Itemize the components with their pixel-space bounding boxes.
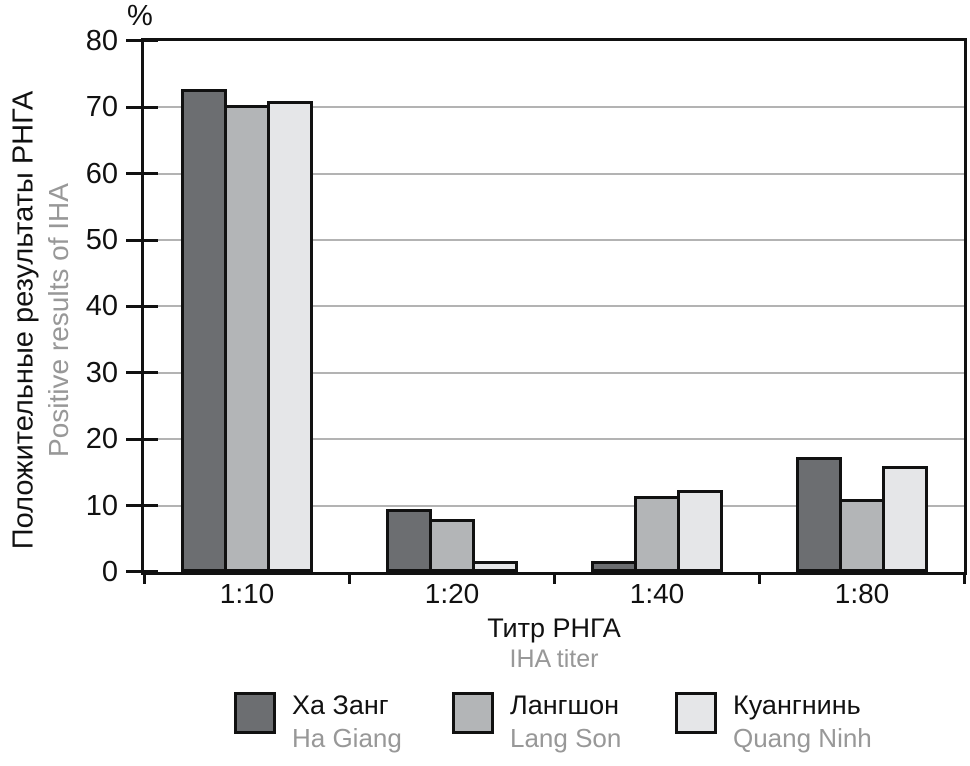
y-axis-unit-label: % <box>127 0 153 32</box>
y-tick-10 <box>126 504 158 507</box>
y-tick-label-40: 40 <box>85 290 118 322</box>
bar-quang-ninh-1-10 <box>266 101 313 572</box>
gridline-50 <box>144 239 964 241</box>
legend: Ха Занг Ha Giang Лангшон Lang Son Куангнинь Q… <box>0 688 970 766</box>
x-tick-4 <box>963 572 966 584</box>
x-tick-label-1-20: 1:20 <box>424 578 480 609</box>
bar-group-1-10 <box>144 41 349 572</box>
x-tick-label-1-10: 1:10 <box>219 578 275 609</box>
y-tick-50 <box>126 239 158 242</box>
legend-name-en: Ha Giang <box>292 723 402 753</box>
legend-text: Лангшон Lang Son <box>510 688 621 755</box>
y-tick-label-50: 50 <box>85 224 118 256</box>
legend-swatch-ha-giang <box>234 692 276 734</box>
legend-item-lang-son: Лангшон Lang Son <box>452 688 621 755</box>
x-axis-labels: 1:10 1:20 1:40 1:80 <box>141 578 967 614</box>
gridline-60 <box>144 173 964 175</box>
y-tick-label-70: 70 <box>85 91 118 123</box>
legend-swatch-quang-ninh <box>675 692 717 734</box>
y-tick-40 <box>126 305 158 308</box>
legend-text: Куангнинь Quang Ninh <box>733 688 872 755</box>
y-tick-70 <box>126 106 158 109</box>
y-tick-label-20: 20 <box>85 423 118 455</box>
legend-name-en: Lang Son <box>510 723 622 753</box>
bar-group-1-80 <box>759 41 964 572</box>
bar-lang-son-1-10 <box>223 105 270 572</box>
x-axis-title-ru: Титр РНГА <box>487 613 621 643</box>
bar-lang-son-1-80 <box>838 499 885 572</box>
gridline-40 <box>144 305 964 307</box>
bar-lang-son-1-20 <box>428 519 475 572</box>
legend-item-ha-giang: Ха Занг Ha Giang <box>234 688 402 755</box>
bar-quang-ninh-1-80 <box>881 466 928 572</box>
legend-name-ru: Куангнинь <box>733 690 861 720</box>
gridline-70 <box>144 106 964 108</box>
bar-ha-giang-1-40 <box>590 561 637 572</box>
legend-name-ru: Ха Занг <box>292 690 389 720</box>
bar-group-1-40 <box>554 41 759 572</box>
x-tick-0 <box>143 572 146 584</box>
x-tick-label-1-40: 1:40 <box>629 578 685 609</box>
y-tick-80 <box>126 39 158 42</box>
bar-ha-giang-1-10 <box>180 89 227 572</box>
bar-ha-giang-1-20 <box>385 509 432 572</box>
plot-area <box>141 38 967 575</box>
legend-item-quang-ninh: Куангнинь Quang Ninh <box>675 688 872 755</box>
x-axis-title-en: IHA titer <box>509 645 599 673</box>
y-tick-0 <box>126 570 158 573</box>
x-axis <box>141 572 967 586</box>
legend-text: Ха Занг Ha Giang <box>292 688 402 755</box>
legend-swatch-lang-son <box>452 692 494 734</box>
gridline-10 <box>144 505 964 507</box>
y-tick-60 <box>126 172 158 175</box>
bar-group-1-20 <box>349 41 554 572</box>
bar-quang-ninh-1-20 <box>471 561 518 572</box>
y-tick-label-0: 0 <box>101 556 118 588</box>
x-tick-3 <box>758 572 761 584</box>
x-tick-1 <box>348 572 351 584</box>
gridline-30 <box>144 372 964 374</box>
legend-name-en: Quang Ninh <box>733 723 872 753</box>
bar-lang-son-1-40 <box>633 496 680 572</box>
gridline-20 <box>144 438 964 440</box>
y-axis: 0 10 20 30 40 50 60 70 80 <box>0 26 158 587</box>
y-tick-label-80: 80 <box>85 25 118 57</box>
y-tick-label-60: 60 <box>85 158 118 190</box>
bar-ha-giang-1-80 <box>795 457 842 572</box>
x-tick-2 <box>553 572 556 584</box>
bar-quang-ninh-1-40 <box>676 490 723 572</box>
y-tick-30 <box>126 371 158 374</box>
y-tick-20 <box>126 438 158 441</box>
legend-name-ru: Лангшон <box>510 690 620 720</box>
y-tick-label-10: 10 <box>85 490 118 522</box>
y-tick-label-30: 30 <box>85 357 118 389</box>
x-tick-label-1-80: 1:80 <box>834 578 890 609</box>
